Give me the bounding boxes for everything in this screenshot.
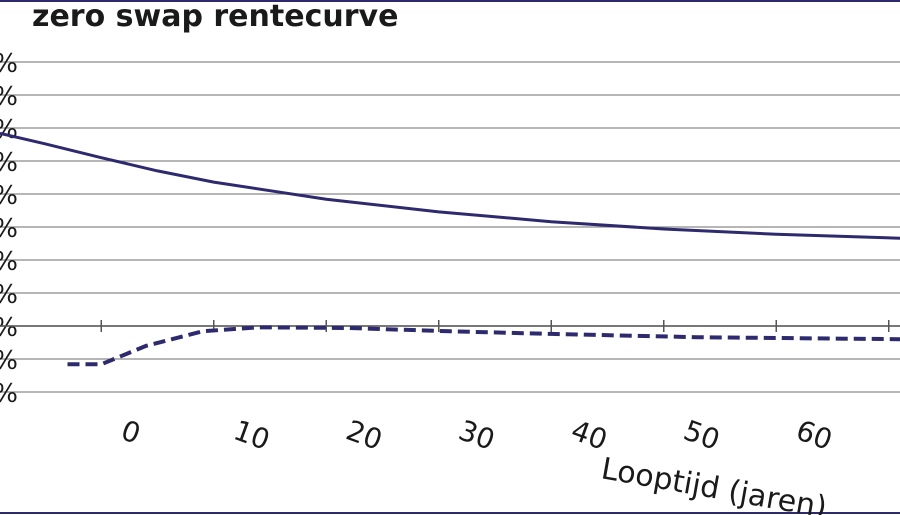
y-tick-label: 0,5% <box>0 280 18 310</box>
chart-title: zero swap rentecurve <box>32 0 398 34</box>
data-line <box>67 325 900 367</box>
data-line <box>0 131 900 240</box>
y-tick-label: 2,0% <box>0 181 18 211</box>
y-tick-label: 3,5% <box>0 82 18 112</box>
y-tick-label: 3,0% <box>0 115 18 145</box>
y-tick-label: 1,0% <box>0 247 18 277</box>
y-tick-label: 0,0% <box>0 313 18 343</box>
y-tick-label: -0,5% <box>0 346 18 376</box>
y-tick-label: 2,5% <box>0 148 18 178</box>
y-tick-label: 4,0% <box>0 49 18 79</box>
y-tick-label: -1,0% <box>0 379 18 409</box>
y-tick-label: 1,5% <box>0 214 18 244</box>
